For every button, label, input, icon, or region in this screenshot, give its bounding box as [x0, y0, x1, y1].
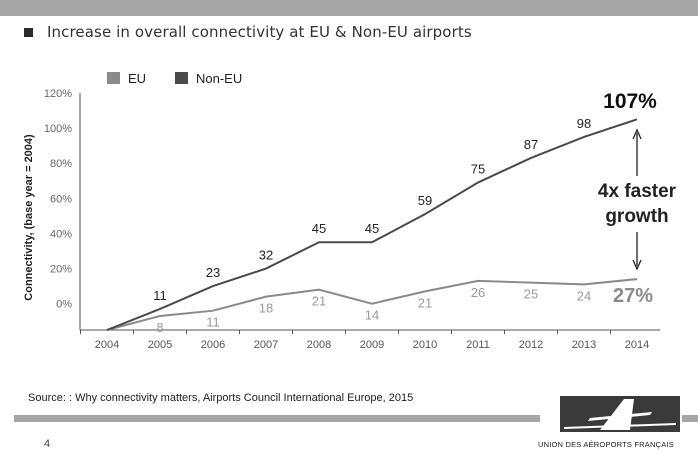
- x-tick-label: 2006: [201, 339, 225, 351]
- y-tick-label: 80%: [50, 158, 72, 170]
- non-eu-data-label: 11: [153, 288, 167, 303]
- eu-end-label: 27%: [613, 285, 653, 307]
- eu-data-label: 25: [524, 287, 538, 302]
- bullet-icon: [24, 27, 33, 37]
- eu-data-label: 24: [577, 288, 591, 303]
- legend-eu-swatch: [107, 72, 120, 84]
- legend-eu-label: EU: [128, 71, 146, 86]
- up-arrow-head: [632, 128, 642, 140]
- x-tick-label: 2013: [572, 339, 596, 351]
- x-tick-label: 2007: [254, 339, 278, 351]
- logo-caption: UNION DES AÉROPORTS FRANÇAIS: [538, 440, 674, 449]
- non-eu-end-label: 107%: [603, 90, 657, 113]
- x-tick-label: 2014: [625, 339, 649, 351]
- x-tick-label: 2008: [307, 339, 331, 351]
- down-arrow-head: [632, 259, 642, 271]
- y-tick-label: 100%: [44, 123, 72, 135]
- top-decor-bar: [0, 0, 698, 16]
- x-tick-label: 2011: [466, 339, 490, 351]
- eu-data-label: 11: [206, 315, 220, 330]
- eu-data-label: 18: [259, 301, 273, 316]
- non-eu-data-label: 75: [471, 162, 485, 177]
- x-tick-label: 2004: [95, 339, 119, 351]
- x-tick-label: 2005: [148, 339, 172, 351]
- x-tick-label: 2009: [360, 339, 384, 351]
- x-tick-label: 2012: [519, 339, 543, 351]
- y-tick-label: 60%: [50, 193, 72, 205]
- eu-data-label: 21: [418, 295, 432, 310]
- non-eu-data-label: 59: [418, 193, 432, 208]
- connectivity-chart: 0% 20% 40% 60% 80% 100% 120% 2004 2005 2006 2007 20…: [23, 71, 677, 351]
- growth-label-line1: 4x faster: [598, 181, 677, 202]
- y-tick-label: 0%: [56, 299, 72, 311]
- bottom-decor-bar-right: [682, 415, 698, 422]
- non-eu-series-line: [106, 118, 638, 331]
- slide-title: Increase in overall connectivity at EU &…: [47, 23, 472, 41]
- y-tick-label: 20%: [50, 264, 72, 276]
- source-note: Source: : Why connectivity matters, Airp…: [28, 392, 414, 404]
- growth-label-line2: growth: [605, 206, 668, 227]
- page-number: 4: [44, 438, 51, 450]
- y-axis-label: Connectivity, (base year = 2004): [23, 134, 35, 301]
- uaf-logo-icon: [560, 396, 680, 432]
- legend-non-eu-label: Non-EU: [196, 71, 242, 86]
- legend-non-eu-swatch: [175, 72, 188, 84]
- eu-series-line: [106, 278, 638, 331]
- y-tick-label: 40%: [50, 228, 72, 240]
- eu-data-label: 26: [471, 285, 485, 300]
- non-eu-data-label: 87: [524, 137, 538, 152]
- slide-header: Increase in overall connectivity at EU &…: [24, 21, 472, 43]
- non-eu-data-label: 23: [206, 265, 220, 280]
- non-eu-data-label: 32: [259, 248, 273, 263]
- eu-data-label: 14: [365, 308, 379, 323]
- bottom-decor-bar: [14, 415, 540, 422]
- y-tick-label: 120%: [44, 88, 72, 100]
- non-eu-data-label: 98: [577, 116, 591, 131]
- eu-data-label: 21: [312, 294, 326, 309]
- eu-data-label: 8: [156, 320, 163, 335]
- x-tick-label: 2010: [413, 339, 437, 351]
- non-eu-data-label: 45: [365, 221, 379, 236]
- non-eu-data-label: 45: [312, 221, 326, 236]
